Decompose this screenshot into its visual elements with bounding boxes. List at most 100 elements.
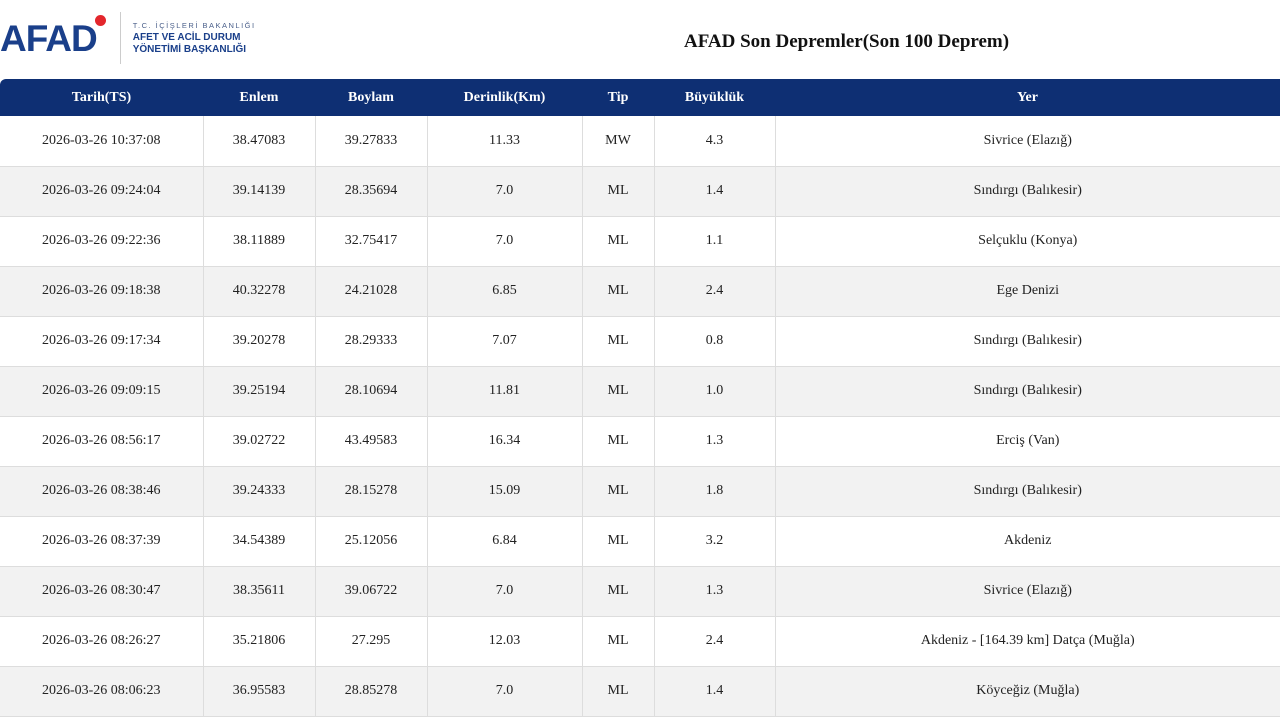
cell-location: Sındırgı (Balıkesir) — [775, 366, 1280, 417]
cell-depth: 15.09 — [427, 466, 583, 517]
table-row: 2026-03-26 09:22:36 38.11889 32.75417 7.0 ML… — [0, 216, 1280, 267]
cell-type: ML — [582, 266, 655, 317]
cell-magnitude: 1.0 — [654, 366, 776, 417]
column-header-type: Tip — [607, 89, 629, 105]
cell-type: ML — [582, 366, 655, 417]
cell-type: ML — [582, 466, 655, 517]
flag-icon — [94, 14, 106, 26]
cell-longitude: 39.06722 — [315, 566, 428, 617]
ministry-name: T.C. İÇİŞLERİ BAKANLIĞI AFET VE ACİL DUR… — [133, 20, 256, 56]
cell-location: Selçuklu (Konya) — [775, 216, 1280, 267]
cell-location: Köyceğiz (Muğla) — [775, 666, 1280, 717]
cell-longitude: 25.12056 — [315, 516, 428, 567]
cell-magnitude: 4.3 — [654, 116, 776, 167]
cell-magnitude: 2.4 — [654, 266, 776, 317]
cell-magnitude: 1.3 — [654, 416, 776, 467]
cell-type: ML — [582, 416, 655, 467]
table-row: 2026-03-26 09:17:34 39.20278 28.29333 7.07 M… — [0, 316, 1280, 367]
cell-longitude: 28.15278 — [315, 466, 428, 517]
cell-latitude: 40.32278 — [203, 266, 316, 317]
cell-location: Sivrice (Elazığ) — [775, 116, 1280, 167]
cell-latitude: 39.25194 — [203, 366, 316, 417]
cell-location: Sındırgı (Balıkesir) — [775, 316, 1280, 367]
table-row: 2026-03-26 09:18:38 40.32278 24.21028 6.85 M… — [0, 266, 1280, 317]
cell-magnitude: 1.8 — [654, 466, 776, 517]
cell-depth: 7.0 — [427, 166, 583, 217]
cell-magnitude: 1.3 — [654, 566, 776, 617]
cell-type: ML — [582, 316, 655, 367]
cell-magnitude: 1.1 — [654, 216, 776, 267]
cell-latitude: 38.35611 — [203, 566, 316, 617]
cell-type: ML — [582, 166, 655, 217]
column-header-depth: Derinlik(Km) — [463, 89, 546, 105]
table-row: 2026-03-26 09:24:04 39.14139 28.35694 7.0 ML… — [0, 166, 1280, 217]
cell-depth: 7.07 — [427, 316, 583, 367]
cell-type: ML — [582, 216, 655, 267]
page-header: AFAD T.C. İÇİŞLERİ BAKANLIĞI AFET VE ACİ… — [0, 0, 1280, 79]
earthquake-table: Tarih(TS) Enlem Boylam Derinlik(Km) Tip Büyük… — [0, 79, 1280, 717]
afad-logo-text: AFAD — [0, 17, 98, 59]
page-title: AFAD Son Depremler(Son 100 Deprem) — [684, 31, 1010, 52]
cell-date: 2026-03-26 08:26:27 — [0, 616, 204, 667]
table-row: 2026-03-26 08:26:27 35.21806 27.295 12.03 ML… — [0, 616, 1280, 667]
cell-location: Sındırgı (Balıkesir) — [775, 166, 1280, 217]
table-row: 2026-03-26 08:30:47 38.35611 39.06722 7.0 ML… — [0, 566, 1280, 617]
cell-longitude: 28.85278 — [315, 666, 428, 717]
cell-longitude: 43.49583 — [315, 416, 428, 467]
cell-type: ML — [582, 566, 655, 617]
cell-depth: 16.34 — [427, 416, 583, 467]
cell-depth: 7.0 — [427, 216, 583, 267]
cell-magnitude: 2.4 — [654, 616, 776, 667]
cell-location: Akdeniz - [164.39 km] Datça (Muğla) — [775, 616, 1280, 667]
cell-date: 2026-03-26 09:18:38 — [0, 266, 204, 317]
cell-date: 2026-03-26 08:38:46 — [0, 466, 204, 517]
cell-longitude: 24.21028 — [315, 266, 428, 317]
ministry-line1: T.C. İÇİŞLERİ BAKANLIĞI — [132, 21, 256, 30]
afad-logo[interactable]: AFAD T.C. İÇİŞLERİ BAKANLIĞI AFET VE ACİ… — [0, 12, 256, 64]
cell-location: Sındırgı (Balıkesir) — [775, 466, 1280, 517]
cell-latitude: 34.54389 — [203, 516, 316, 567]
cell-date: 2026-03-26 08:06:23 — [0, 666, 204, 717]
cell-magnitude: 3.2 — [654, 516, 776, 567]
table-row: 2026-03-26 09:09:15 39.25194 28.10694 11.81… — [0, 366, 1280, 417]
column-header-location: Yer — [1017, 89, 1038, 105]
cell-depth: 6.85 — [427, 266, 583, 317]
cell-longitude: 32.75417 — [315, 216, 428, 267]
cell-longitude: 28.10694 — [315, 366, 428, 417]
cell-type: ML — [582, 666, 655, 717]
cell-location: Ege Denizi — [775, 266, 1280, 317]
cell-latitude: 39.24333 — [203, 466, 316, 517]
cell-longitude: 28.29333 — [315, 316, 428, 367]
cell-type: ML — [582, 516, 655, 567]
cell-date: 2026-03-26 09:17:34 — [0, 316, 204, 367]
cell-depth: 11.33 — [427, 116, 583, 167]
cell-date: 2026-03-26 09:22:36 — [0, 216, 204, 267]
cell-date: 2026-03-26 09:09:15 — [0, 366, 204, 417]
cell-latitude: 39.14139 — [203, 166, 316, 217]
table-header-row: Tarih(TS) Enlem Boylam Derinlik(Km) Tip Büyük… — [0, 79, 1280, 116]
cell-date: 2026-03-26 08:37:39 — [0, 516, 204, 567]
cell-latitude: 38.47083 — [203, 116, 316, 167]
cell-latitude: 38.11889 — [203, 216, 316, 267]
cell-location: Akdeniz — [775, 516, 1280, 567]
cell-longitude: 28.35694 — [315, 166, 428, 217]
cell-depth: 6.84 — [427, 516, 583, 567]
table-row: 2026-03-26 08:06:23 36.95583 28.85278 7.0 ML… — [0, 666, 1280, 717]
cell-date: 2026-03-26 08:30:47 — [0, 566, 204, 617]
cell-latitude: 35.21806 — [203, 616, 316, 667]
table-row: 2026-03-26 08:56:17 39.02722 43.49583 16.34… — [0, 416, 1280, 467]
ministry-line2: AFET VE ACİL DURUM — [132, 32, 241, 43]
cell-date: 2026-03-26 10:37:08 — [0, 116, 204, 167]
table-row: 2026-03-26 10:37:08 38.47083 39.27833 11.33… — [0, 116, 1280, 167]
logo-divider — [119, 12, 121, 64]
cell-date: 2026-03-26 09:24:04 — [0, 166, 204, 217]
cell-location: Sivrice (Elazığ) — [775, 566, 1280, 617]
column-header-latitude: Enlem — [239, 89, 279, 105]
cell-latitude: 39.20278 — [203, 316, 316, 367]
cell-date: 2026-03-26 08:56:17 — [0, 416, 204, 467]
cell-type: MW — [582, 116, 655, 167]
cell-magnitude: 0.8 — [654, 316, 776, 367]
cell-depth: 11.81 — [427, 366, 583, 417]
cell-latitude: 39.02722 — [203, 416, 316, 467]
table-row: 2026-03-26 08:38:46 39.24333 28.15278 15.09… — [0, 466, 1280, 517]
